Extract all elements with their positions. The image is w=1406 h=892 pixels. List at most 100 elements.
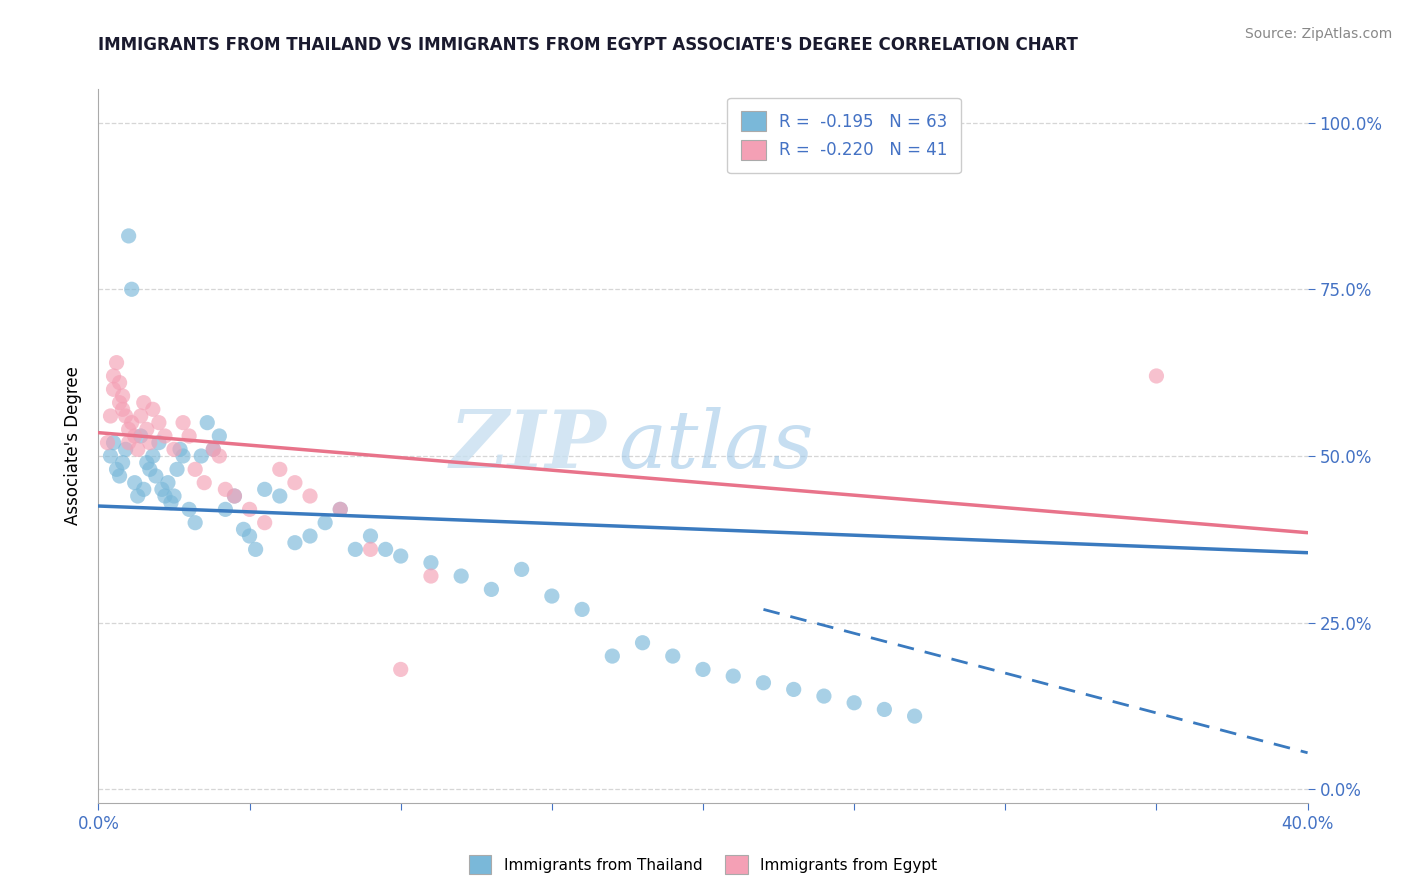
Point — [873, 702, 896, 716]
Point — [148, 416, 170, 430]
Point — [239, 502, 262, 516]
Legend: R =  -0.195   N = 63, R =  -0.220   N = 41: R = -0.195 N = 63, R = -0.220 N = 41 — [727, 97, 960, 173]
Point — [111, 402, 134, 417]
Point — [208, 449, 231, 463]
Point — [510, 562, 533, 576]
Point — [153, 429, 176, 443]
Point — [202, 442, 225, 457]
Point — [208, 429, 231, 443]
Point — [160, 496, 183, 510]
Point — [156, 475, 179, 490]
Point — [202, 442, 225, 457]
Point — [450, 569, 472, 583]
Point — [253, 516, 276, 530]
Point — [299, 529, 322, 543]
Point — [127, 489, 149, 503]
Point — [145, 469, 167, 483]
Point — [284, 535, 307, 549]
Text: IMMIGRANTS FROM THAILAND VS IMMIGRANTS FROM EGYPT ASSOCIATE'S DEGREE CORRELATION: IMMIGRANTS FROM THAILAND VS IMMIGRANTS F… — [98, 36, 1078, 54]
Point — [179, 429, 201, 443]
Point — [692, 662, 714, 676]
Point — [114, 409, 136, 423]
Point — [284, 475, 307, 490]
Point — [195, 416, 218, 430]
Point — [139, 435, 162, 450]
Point — [114, 442, 136, 457]
Point — [124, 429, 146, 443]
Point — [124, 475, 146, 490]
Point — [172, 416, 194, 430]
Point — [904, 709, 927, 723]
Point — [783, 682, 806, 697]
Point — [269, 489, 291, 503]
Point — [142, 449, 165, 463]
Point — [105, 462, 128, 476]
Point — [329, 502, 352, 516]
Text: Source: ZipAtlas.com: Source: ZipAtlas.com — [1244, 27, 1392, 41]
Point — [299, 489, 322, 503]
Point — [132, 483, 155, 497]
Point — [232, 522, 254, 536]
Point — [179, 502, 201, 516]
Point — [184, 516, 207, 530]
Point — [214, 483, 236, 497]
Point — [844, 696, 866, 710]
Point — [224, 489, 246, 503]
Point — [139, 462, 162, 476]
Point — [602, 649, 624, 664]
Point — [662, 649, 685, 664]
Point — [420, 556, 443, 570]
Point — [103, 368, 125, 383]
Point — [132, 395, 155, 409]
Point — [389, 549, 412, 563]
Point — [329, 502, 352, 516]
Point — [103, 435, 125, 450]
Point — [172, 449, 194, 463]
Point — [360, 542, 382, 557]
Text: atlas: atlas — [619, 408, 814, 484]
Point — [142, 402, 165, 417]
Point — [190, 449, 212, 463]
Point — [148, 435, 170, 450]
Point — [481, 582, 503, 597]
Point — [103, 382, 125, 396]
Point — [118, 422, 141, 436]
Point — [121, 416, 143, 430]
Point — [111, 389, 134, 403]
Point — [108, 376, 131, 390]
Point — [129, 409, 152, 423]
Point — [105, 356, 128, 370]
Point — [631, 636, 654, 650]
Point — [166, 462, 188, 476]
Point — [214, 502, 236, 516]
Point — [314, 516, 336, 530]
Point — [813, 689, 835, 703]
Point — [269, 462, 291, 476]
Point — [163, 442, 186, 457]
Point — [121, 282, 143, 296]
Point — [245, 542, 267, 557]
Point — [1144, 368, 1167, 383]
Point — [360, 529, 382, 543]
Point — [193, 475, 215, 490]
Point — [420, 569, 443, 583]
Point — [163, 489, 186, 503]
Point — [540, 589, 562, 603]
Point — [224, 489, 246, 503]
Point — [169, 442, 191, 457]
Point — [253, 483, 276, 497]
Point — [135, 422, 157, 436]
Point — [239, 529, 262, 543]
Text: ZIP: ZIP — [450, 408, 606, 484]
Point — [118, 435, 141, 450]
Point — [127, 442, 149, 457]
Point — [752, 675, 775, 690]
Point — [100, 409, 122, 423]
Point — [108, 469, 131, 483]
Point — [96, 435, 118, 450]
Point — [100, 449, 122, 463]
Point — [571, 602, 593, 616]
Point — [184, 462, 207, 476]
Point — [153, 489, 176, 503]
Y-axis label: Associate's Degree: Associate's Degree — [65, 367, 83, 525]
